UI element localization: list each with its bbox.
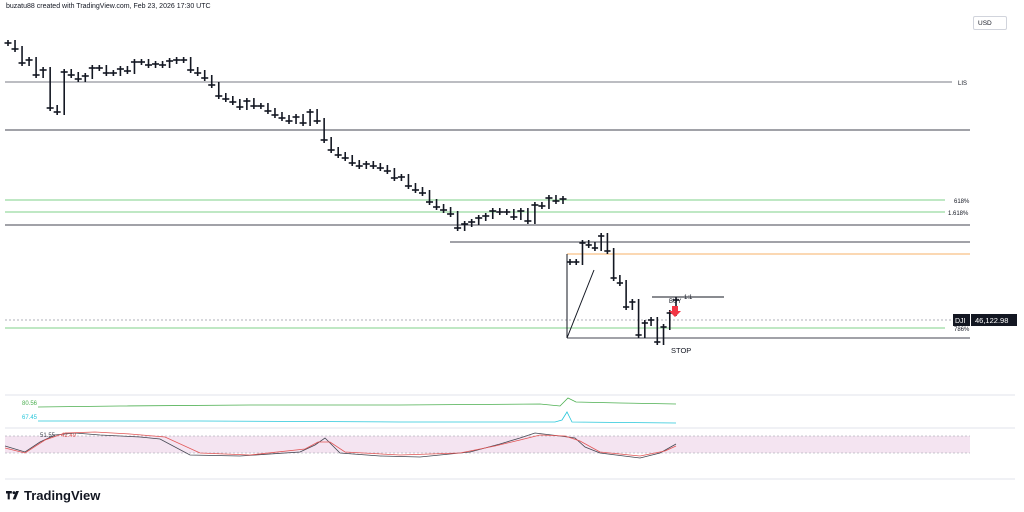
price-series-recent bbox=[566, 233, 680, 345]
stop-label: STOP bbox=[671, 346, 691, 355]
last-price-tag bbox=[971, 314, 1017, 326]
rsi-black-value: 51.55 bbox=[40, 433, 56, 439]
indicator-cyan-line bbox=[38, 411, 677, 424]
level-label-1618: 1.618% bbox=[948, 211, 969, 217]
indicator-cyan-value: 67.45 bbox=[22, 415, 38, 421]
currency-selector[interactable]: USD bbox=[973, 16, 1007, 30]
symbol-label: DJI bbox=[955, 318, 966, 325]
rsi-red-line bbox=[4, 431, 677, 457]
level-labels: LIS 618% 1.618% 786% bbox=[948, 81, 970, 333]
price-badge: DJI 46,122.98 bbox=[953, 314, 1017, 326]
symbol-tag bbox=[953, 314, 970, 326]
tradingview-logo-icon bbox=[6, 490, 19, 499]
price-series-main bbox=[4, 40, 567, 231]
chart-credit: buzatu88 created with TradingView.com, F… bbox=[6, 3, 211, 10]
buy-label: BUY bbox=[669, 299, 681, 305]
level-lines bbox=[5, 81, 970, 339]
indicator-pane-2: 51.55 42.49 bbox=[4, 427, 1015, 480]
trade-annotations: 1:1 BUY STOP bbox=[669, 295, 693, 355]
rsi-band bbox=[5, 436, 970, 453]
tradingview-wordmark: TradingView bbox=[24, 488, 101, 503]
level-label-786: 786% bbox=[954, 327, 970, 333]
level-label-618: 618% bbox=[954, 199, 970, 205]
rsi-black-line bbox=[4, 432, 677, 459]
rsi-red-value: 42.49 bbox=[61, 433, 77, 439]
level-label-lis: LIS bbox=[958, 81, 967, 87]
tradingview-logo[interactable]: TradingView bbox=[6, 488, 100, 503]
indicator-pane-1: 80.56 67.45 bbox=[5, 394, 1015, 424]
projection-line bbox=[566, 269, 595, 339]
buy-arrow-icon bbox=[669, 306, 681, 317]
last-price-label: 46,122.98 bbox=[975, 316, 1008, 325]
indicator-green-line bbox=[37, 397, 677, 408]
indicator-green-value: 80.56 bbox=[22, 401, 38, 407]
rr-label: 1:1 bbox=[684, 295, 693, 301]
